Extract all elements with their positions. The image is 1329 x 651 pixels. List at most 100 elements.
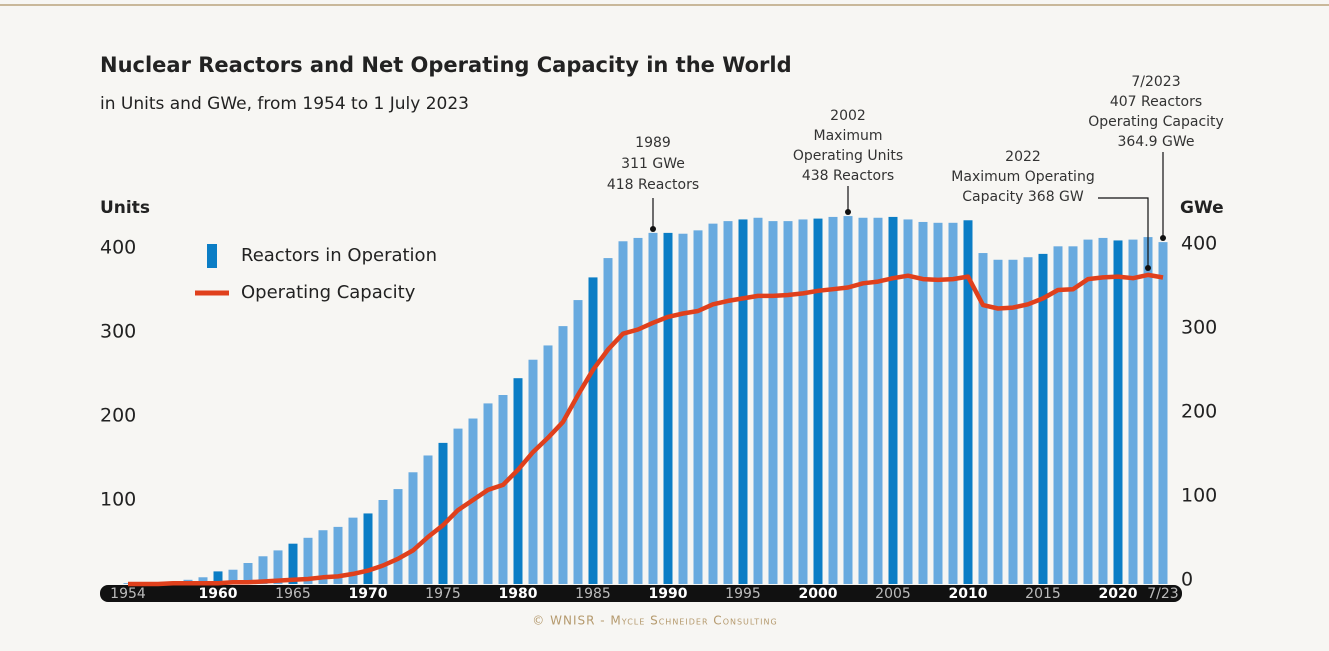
y-tick-label: 300	[100, 321, 136, 343]
bar	[618, 241, 628, 584]
bar	[588, 277, 598, 584]
bar	[1023, 257, 1033, 584]
x-axis-band	[100, 585, 1182, 602]
y2-tick-label: 300	[1181, 317, 1217, 339]
bar	[783, 221, 793, 584]
bar	[978, 253, 988, 585]
footer: © WNISR - Mycle Schneider Consulting	[532, 614, 777, 628]
bar	[423, 455, 433, 584]
annotation: Capacity 368 GW	[962, 189, 1084, 205]
bar	[213, 571, 223, 584]
bar	[663, 232, 673, 584]
bar	[393, 489, 403, 584]
bar	[1128, 239, 1138, 584]
bar	[363, 513, 373, 584]
y-axis-title: Units	[100, 198, 150, 218]
bar	[813, 218, 823, 584]
bar	[888, 216, 898, 585]
y2-tick-label: 0	[1181, 569, 1193, 591]
bar	[753, 217, 763, 584]
bar	[1008, 259, 1018, 584]
annotation-dot	[845, 209, 851, 215]
legend-swatch	[207, 244, 217, 268]
annotation: Maximum	[814, 128, 883, 144]
x-tick-label: 2015	[1025, 586, 1061, 602]
chart-title: Nuclear Reactors and Net Operating Capac…	[100, 53, 792, 77]
bar	[828, 216, 838, 585]
bar	[918, 221, 928, 584]
x-tick-label: 1985	[575, 586, 611, 602]
annotation: 311 GWe	[621, 156, 685, 172]
bar	[738, 219, 748, 584]
y2-tick-label: 200	[1181, 401, 1217, 423]
bar	[573, 300, 583, 584]
bar	[1158, 242, 1168, 584]
bar	[1083, 239, 1093, 584]
y-tick-label: 200	[100, 405, 136, 427]
y2-tick-label: 400	[1181, 233, 1217, 255]
x-tick-label: 1960	[199, 586, 238, 602]
annotation: 2022	[1005, 149, 1041, 165]
bar	[273, 550, 283, 584]
x-tick-label: 2020	[1099, 586, 1138, 602]
bar	[348, 517, 358, 584]
annotation: 1989	[635, 135, 671, 151]
bar	[1053, 246, 1063, 584]
bar	[798, 219, 808, 584]
bar	[768, 221, 778, 584]
y2-axis-title: GWe	[1180, 198, 1224, 218]
bar	[1098, 237, 1108, 585]
annotation-dot	[1160, 235, 1166, 241]
line	[128, 272, 1164, 587]
x-tick-label: 1975	[425, 586, 461, 602]
bar	[948, 222, 958, 585]
annotation: 418 Reactors	[607, 177, 699, 193]
x-tick-label: 1970	[349, 586, 388, 602]
y2-tick-label: 100	[1181, 485, 1217, 507]
chart-subtitle: in Units and GWe, from 1954 to 1 July 20…	[100, 94, 469, 114]
bar	[873, 217, 883, 584]
annotation: Operating Capacity	[1088, 114, 1224, 130]
y-tick-label: 100	[100, 489, 136, 511]
bar	[678, 233, 688, 584]
annotation: 2002	[830, 108, 866, 124]
bar	[843, 216, 853, 584]
bar	[858, 217, 868, 584]
x-tick-label: 1990	[649, 586, 688, 602]
bar	[1038, 253, 1048, 584]
x-tick-label: 2005	[875, 586, 911, 602]
bar	[378, 500, 388, 584]
x-tick-label: 2010	[949, 586, 988, 602]
x-tick-label: 1995	[725, 586, 761, 602]
annotation: Maximum Operating	[951, 169, 1094, 185]
bar	[603, 258, 613, 584]
bar	[198, 577, 208, 584]
bar	[543, 345, 553, 584]
annotation: 364.9 GWe	[1117, 134, 1194, 150]
bar	[243, 563, 253, 584]
bar	[558, 326, 568, 584]
legend-label: Reactors in Operation	[241, 245, 437, 266]
bar	[498, 395, 508, 584]
bar	[228, 569, 238, 584]
bar	[1068, 246, 1078, 584]
annotation: 438 Reactors	[802, 168, 894, 184]
x-tick-label: 2000	[799, 586, 838, 602]
bar	[333, 526, 343, 584]
annotation-dot	[650, 226, 656, 232]
bar	[723, 221, 733, 584]
x-tick-label: 1954	[110, 586, 146, 602]
annotation: Operating Units	[793, 148, 903, 164]
bar	[318, 530, 328, 584]
y-tick-label: 400	[100, 237, 136, 259]
x-tick-label: 1965	[275, 586, 311, 602]
bar	[633, 237, 643, 585]
bar	[693, 230, 703, 585]
annotation-leader	[1098, 197, 1149, 268]
bar	[303, 537, 313, 584]
x-tick-label: 7/23	[1147, 586, 1178, 602]
bar	[708, 223, 718, 584]
bar	[1143, 237, 1153, 584]
